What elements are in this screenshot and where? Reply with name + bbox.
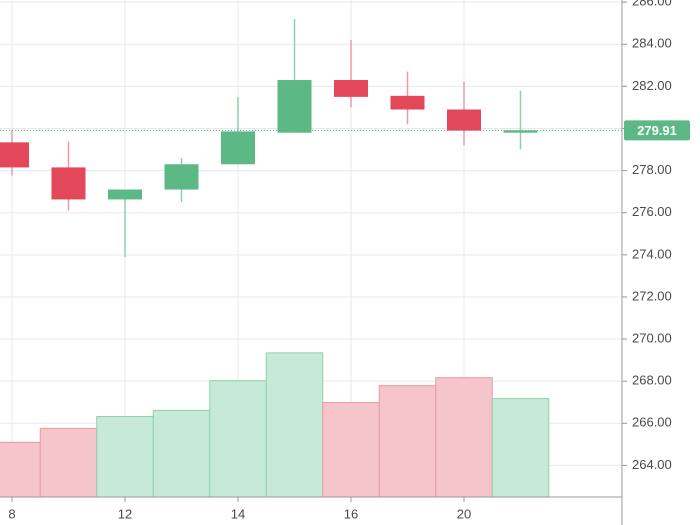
candle-body (503, 130, 538, 133)
x-tick-label: 16 (344, 506, 358, 521)
y-tick-label: 264.00 (632, 457, 672, 472)
candle-body (108, 189, 142, 200)
y-tick-label: 272.00 (632, 288, 672, 303)
candle-body (221, 131, 255, 165)
y-tick-label: 274.00 (632, 246, 672, 261)
y-tick-label: 284.00 (632, 36, 672, 51)
y-tick-label: 286.00 (632, 0, 672, 9)
volume-bar (378, 385, 437, 497)
x-tick-label: 8 (8, 506, 15, 521)
volume-bar (322, 402, 380, 497)
y-tick-label: 268.00 (632, 373, 672, 388)
y-tick-label: 282.00 (632, 78, 672, 93)
x-tick-label: 20 (457, 506, 471, 521)
volume-bar (265, 352, 324, 497)
candle-body (164, 164, 199, 190)
candle-body (334, 80, 368, 97)
last-price-label: 279.91 (637, 123, 677, 138)
last-price-box (624, 120, 690, 141)
candle-body (0, 142, 29, 168)
volume-bar (39, 427, 98, 497)
candle-body (51, 167, 86, 200)
volume-bar (0, 441, 41, 497)
volume-bar (96, 415, 154, 497)
candle-body (390, 95, 425, 110)
y-tick-label: 270.00 (632, 330, 672, 345)
y-tick-label: 278.00 (632, 162, 672, 177)
volume-bar (491, 398, 550, 497)
x-tick-label: 12 (118, 506, 132, 521)
plot-area (0, 18, 622, 497)
y-tick-label: 266.00 (632, 415, 672, 430)
candle-body (447, 109, 481, 131)
candle-body (277, 80, 312, 133)
y-tick-label: 276.00 (632, 204, 672, 219)
volume-bar (435, 377, 493, 497)
volume-bar (209, 380, 267, 497)
volume-bar (152, 410, 211, 497)
x-tick-label: 14 (231, 506, 245, 521)
